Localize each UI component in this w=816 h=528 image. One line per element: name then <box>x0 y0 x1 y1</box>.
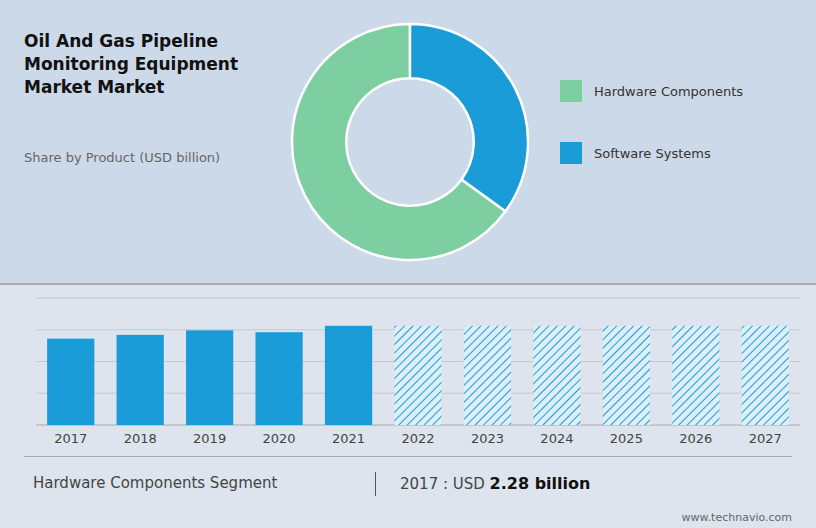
legend: Hardware Components Software Systems <box>560 80 800 204</box>
x-tick-label: 2019 <box>193 431 226 446</box>
bar <box>117 335 164 425</box>
footer-value: 2017 : USD 2.28 billion <box>400 474 590 493</box>
footer-label: Hardware Components Segment <box>33 474 277 492</box>
footer-rule <box>24 456 792 457</box>
legend-item: Software Systems <box>560 142 800 164</box>
bar <box>255 332 302 425</box>
x-tick-label: 2021 <box>332 431 365 446</box>
legend-label: Hardware Components <box>594 84 743 99</box>
grid-line <box>36 298 800 299</box>
x-tick-label: 2017 <box>54 431 87 446</box>
x-tick-label: 2026 <box>679 431 712 446</box>
x-tick-label: 2020 <box>263 431 296 446</box>
grid <box>36 298 800 425</box>
bar <box>533 326 580 425</box>
footer: Hardware Components Segment 2017 : USD 2.… <box>0 456 816 528</box>
bar <box>603 326 650 425</box>
legend-item: Hardware Components <box>560 80 800 102</box>
x-tick-label: 2027 <box>749 431 782 446</box>
x-tick-labels: 2017 2018 2019 2020 2021 2022 2023 2024 2025 2026… <box>54 431 782 446</box>
bars <box>47 326 789 425</box>
bar <box>47 339 94 425</box>
x-tick-label: 2025 <box>610 431 643 446</box>
bar <box>186 330 233 425</box>
title: Oil And Gas Pipeline Monitoring Equipmen… <box>24 30 294 99</box>
x-tick-label: 2024 <box>540 431 573 446</box>
x-tick-label: 2018 <box>124 431 157 446</box>
bar <box>394 326 441 425</box>
footer-value-bold: 2.28 billion <box>490 474 591 493</box>
x-tick-label: 2023 <box>471 431 504 446</box>
footer-divider <box>375 472 376 496</box>
bar <box>325 326 372 425</box>
footer-url: www.technavio.com <box>682 511 792 524</box>
bar <box>464 326 511 425</box>
x-tick-label: 2022 <box>401 431 434 446</box>
donut-slice <box>410 24 528 211</box>
bar <box>742 326 789 425</box>
legend-label: Software Systems <box>594 146 711 161</box>
chart-svg: 2017 2018 2019 2020 2021 2022 2023 2024 2025 2026… <box>0 0 816 528</box>
footer-year: 2017 : USD <box>400 475 490 493</box>
legend-swatch <box>560 80 582 102</box>
legend-swatch <box>560 142 582 164</box>
donut <box>292 24 528 260</box>
subtitle: Share by Product (USD billion) <box>24 150 284 165</box>
bar <box>672 326 719 425</box>
